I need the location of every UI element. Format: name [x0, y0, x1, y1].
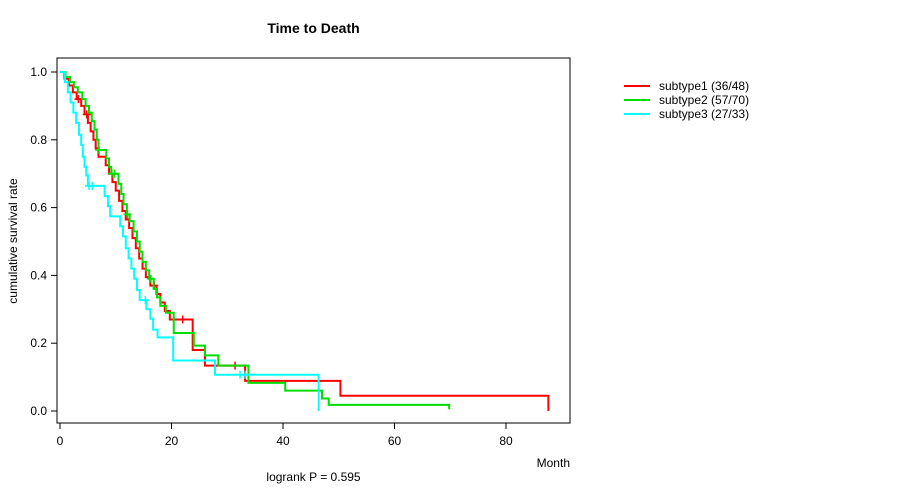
legend-label-subtype3: subtype3 (27/33): [659, 107, 750, 121]
x-tick-label: 40: [276, 434, 290, 448]
y-tick-label: 1.0: [30, 65, 47, 79]
x-axis-label: Month: [536, 456, 570, 470]
logrank-annotation: logrank P = 0.595: [266, 470, 361, 484]
legend-row-subtype2: subtype2 (57/70): [624, 93, 749, 107]
survival-curve-2: [60, 71, 451, 410]
y-tick-label: 0.6: [30, 201, 47, 215]
y-tick-label: 0.8: [30, 133, 47, 147]
plot-frame: [56, 57, 571, 424]
legend: subtype1 (36/48) subtype2 (57/70) subtyp…: [624, 79, 749, 121]
y-tick-label: 0.4: [30, 268, 47, 282]
legend-row-subtype1: subtype1 (36/48): [624, 79, 749, 93]
chart-title: Time to Death: [267, 20, 360, 36]
legend-label-subtype2: subtype2 (57/70): [659, 93, 750, 107]
survival-curve-1: [60, 71, 550, 411]
legend-line-swatch-subtype1: [624, 85, 650, 87]
survival-curve-3: [60, 71, 320, 411]
legend-line-swatch-subtype2: [624, 99, 650, 101]
legend-label-subtype1: subtype1 (36/48): [659, 79, 750, 93]
y-tick-label: 0.0: [30, 404, 47, 418]
legend-line-swatch-subtype3: [624, 113, 650, 115]
x-tick-label: 0: [57, 434, 64, 448]
x-tick-label: 80: [499, 434, 513, 448]
legend-row-subtype3: subtype3 (27/33): [624, 107, 749, 121]
x-tick-label: 20: [165, 434, 179, 448]
x-tick-label: 60: [388, 434, 402, 448]
y-tick-label: 0.2: [30, 336, 47, 350]
